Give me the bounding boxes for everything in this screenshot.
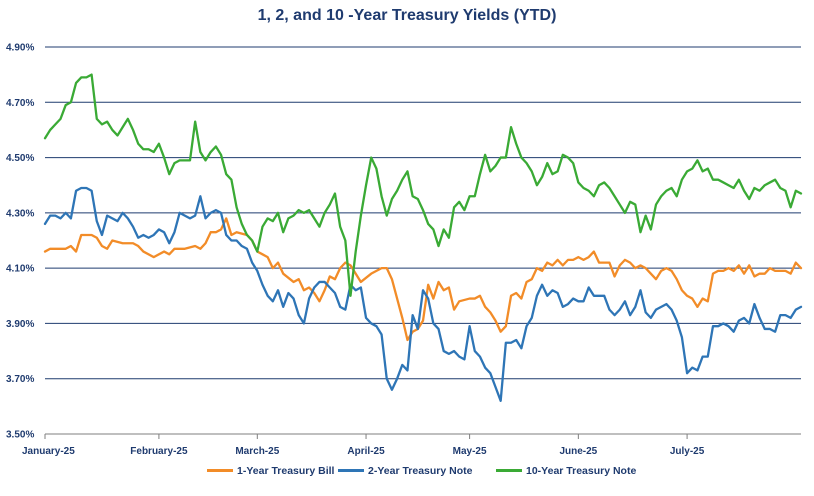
legend-swatch-1yr xyxy=(207,468,233,472)
x-tick-label: March-25 xyxy=(235,446,279,457)
y-tick-label: 4.70% xyxy=(6,98,34,109)
x-tick-label: July-25 xyxy=(670,446,705,457)
series-line-10yr xyxy=(43,73,803,297)
legend-item-2yr: 2-Year Treasury Note xyxy=(338,465,472,477)
x-tick-label: February-25 xyxy=(130,446,188,457)
legend-swatch-2yr xyxy=(338,468,364,472)
y-tick-label: 4.30% xyxy=(6,208,34,219)
y-tick-label: 3.70% xyxy=(6,374,34,385)
series-lines xyxy=(43,73,803,402)
y-tick-label: 3.90% xyxy=(6,319,34,330)
legend-label-1yr: 1-Year Treasury Bill xyxy=(237,465,335,477)
y-tick-label: 4.50% xyxy=(6,153,34,164)
y-tick-label: 4.90% xyxy=(6,43,34,54)
legend-label-10yr: 10-Year Treasury Note xyxy=(526,465,637,477)
legend-item-1yr: 1-Year Treasury Bill xyxy=(207,465,334,477)
x-tick-label: June-25 xyxy=(559,446,597,457)
series-line-2yr xyxy=(43,186,803,402)
x-tick-label: January-25 xyxy=(22,446,75,457)
x-tick-label: April-25 xyxy=(347,446,385,457)
y-tick-label: 4.10% xyxy=(6,264,34,275)
x-tick-label: May-25 xyxy=(453,446,487,457)
legend-swatch-10yr xyxy=(496,468,522,472)
y-tick-label: 3.50% xyxy=(6,430,34,441)
legend: 1-Year Treasury Bill 2-Year Treasury Not… xyxy=(0,465,814,485)
y-axis-ticks: 3.50% 3.70% 3.90% 4.10% 4.30% 4.50% 4.70% 4.90% xyxy=(6,43,34,441)
series-line-1yr xyxy=(43,217,803,342)
legend-label-2yr: 2-Year Treasury Note xyxy=(368,465,473,477)
legend-item-10yr: 10-Year Treasury Note xyxy=(496,465,636,477)
x-axis: January-25 February-25 March-25 April-25 May… xyxy=(22,434,705,457)
chart-title: 1, 2, and 10 -Year Treasury Yields (YTD) xyxy=(257,7,557,24)
gridlines xyxy=(45,46,801,435)
line-chart: 3.50% 3.70% 3.90% 4.10% 4.30% 4.50% 4.70% 4.90%… xyxy=(6,43,803,457)
